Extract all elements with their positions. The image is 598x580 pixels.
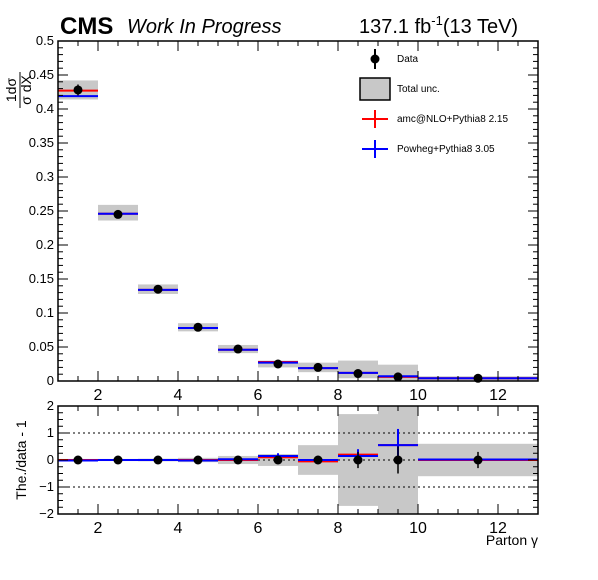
main-ytick-label-6: 0.3 (36, 169, 54, 184)
ratio-xtick-label-5: 12 (489, 520, 507, 537)
ratio-xtick-label-3: 8 (334, 520, 343, 537)
main-ytick-label-8: 0.4 (36, 101, 54, 116)
legend-total-unc-swatch (359, 77, 391, 101)
main-panel: 0 0.05 0.1 0.15 0.2 0.25 0.3 0.35 0.4 0.45 0.5 2 4 6… (3, 33, 539, 404)
ratio-xtick-label-0: 2 (94, 520, 103, 537)
main-ytick-label-2: 0.1 (36, 305, 54, 320)
main-ytick-label-0: 0 (47, 373, 54, 388)
main-ytick-label-9: 0.45 (29, 67, 54, 82)
main-ylabel: 1dσ σ dX (3, 72, 34, 108)
main-ylabel-den: σ dX (18, 75, 34, 105)
ratio-series-layer (58, 428, 538, 474)
ratio-data-point-3 (193, 455, 203, 465)
ratio-ytick-label-2: 0 (47, 452, 54, 467)
main-ylabel-num: 1dσ (3, 78, 19, 103)
main-series-layer (58, 84, 538, 383)
ratio-data-point-6 (313, 455, 323, 465)
status-label: Work In Progress (127, 16, 281, 38)
main-xtick-label-5: 12 (489, 387, 507, 404)
legend-data-marker (370, 54, 380, 64)
legend-entry-total-unc: Total unc. (359, 77, 440, 101)
main-y-axis: 0 0.05 0.1 0.15 0.2 0.25 0.3 0.35 0.4 0.45 0.5 (29, 33, 538, 388)
main-ytick-label-3: 0.15 (29, 271, 54, 286)
ratio-xlabel: Parton γ (486, 532, 538, 548)
ratio-ytick-label-0: −2 (39, 506, 54, 521)
legend-entry-powheg: Powheg+Pythia8 3.05 (362, 140, 495, 158)
main-xtick-label-2: 6 (254, 387, 263, 404)
ratio-data-point-8 (393, 455, 403, 465)
main-xtick-label-1: 4 (174, 387, 183, 404)
legend-label-powheg: Powheg+Pythia8 3.05 (397, 144, 495, 155)
main-data-point-5 (273, 359, 283, 369)
lumi-value: 137.1 fb (359, 16, 431, 38)
ratio-data-point-1 (113, 455, 123, 465)
ratio-data-point-5 (273, 455, 283, 465)
lumi-energy: (13 TeV) (443, 16, 518, 38)
main-ytick-label-10: 0.5 (36, 33, 54, 48)
ratio-ytick-label-1: −1 (39, 479, 54, 494)
main-data-point-3 (193, 322, 203, 332)
ratio-data-point-2 (153, 455, 163, 465)
main-ytick-label-1: 0.05 (29, 339, 54, 354)
main-ytick-label-7: 0.35 (29, 135, 54, 150)
experiment-label: CMS (60, 13, 113, 40)
ratio-ylabel: The./data - 1 (13, 420, 29, 500)
main-x-axis: 2 4 6 8 10 12 (57, 41, 539, 404)
ratio-ytick-label-4: 2 (47, 398, 54, 413)
ratio-xtick-label-1: 4 (174, 520, 183, 537)
legend-entry-amcnlo: amc@NLO+Pythia8 2.15 (362, 110, 508, 128)
legend-entry-data: Data (370, 49, 419, 69)
ratio-ytick-label-3: 1 (47, 425, 54, 440)
main-data-point-1 (113, 209, 123, 219)
ratio-x-axis: 2 4 6 8 10 12 (57, 406, 539, 537)
main-xtick-label-3: 8 (334, 387, 343, 404)
legend: Data Total unc. amc@NLO+Pythia8 2.15 Pow… (359, 49, 508, 158)
ratio-data-point-7 (353, 455, 363, 465)
main-data-point-4 (233, 344, 243, 354)
ratio-xtick-label-2: 6 (254, 520, 263, 537)
main-data-point-0 (73, 85, 83, 95)
legend-label-data: Data (397, 54, 419, 65)
main-ytick-label-5: 0.25 (29, 203, 54, 218)
legend-label-total-unc: Total unc. (397, 84, 440, 95)
lumi-exponent: -1 (431, 13, 443, 28)
ratio-data-point-4 (233, 455, 243, 465)
main-uncertainty-band (58, 80, 538, 381)
legend-label-amcnlo: amc@NLO+Pythia8 2.15 (397, 114, 508, 125)
main-xtick-label-0: 2 (94, 387, 103, 404)
main-data-point-6 (313, 362, 323, 372)
ratio-data-point-0 (73, 455, 83, 465)
main-data-point-2 (153, 284, 163, 294)
main-data-point-7 (353, 369, 363, 379)
main-xtick-label-4: 10 (409, 387, 427, 404)
ratio-xtick-label-4: 10 (409, 520, 427, 537)
main-ytick-label-4: 0.2 (36, 237, 54, 252)
ratio-y-axis: −2 −1 0 1 2 (39, 398, 538, 521)
lumi-label: 137.1 fb-1(13 TeV) (359, 13, 518, 38)
ratio-data-point-9 (473, 455, 483, 465)
